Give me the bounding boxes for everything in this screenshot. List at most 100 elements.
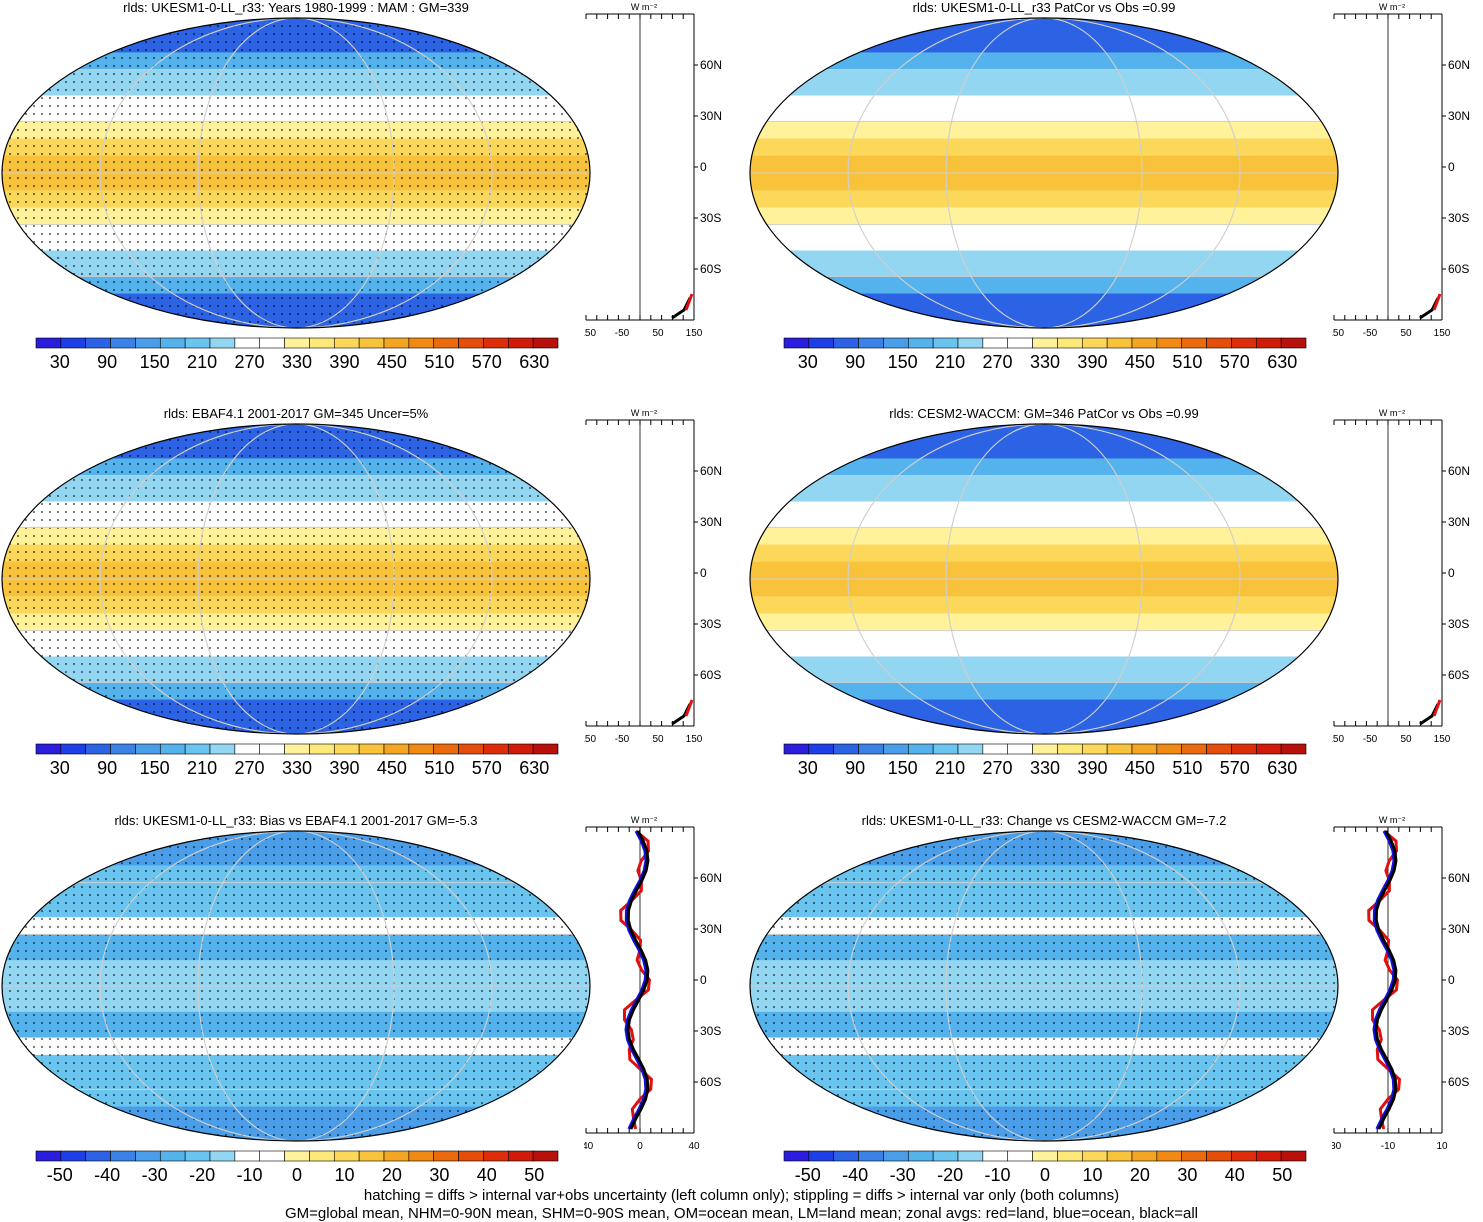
- lat-band: [750, 716, 1338, 727]
- colorbar-swatch: [858, 743, 884, 755]
- lat-band: [750, 579, 1338, 589]
- colorbar-swatch: [1231, 1150, 1257, 1162]
- colorbar-swatch: [1081, 337, 1108, 349]
- zonal-xtick-label: -40: [584, 1141, 594, 1152]
- colorbar-label: -20: [189, 1165, 216, 1185]
- zonal-xtick-label: -50: [1363, 734, 1378, 745]
- lat-band: [750, 690, 1338, 701]
- lat-band: [750, 86, 1338, 97]
- zonal-unit-label: W m⁻²: [631, 815, 657, 825]
- lat-band: [750, 458, 1338, 469]
- lat-label: 30S: [700, 617, 721, 631]
- lat-label: 0: [700, 566, 707, 580]
- colorbar-label: -20: [937, 1165, 964, 1185]
- lat-label: 60S: [700, 262, 721, 276]
- colorbar-swatch: [1206, 337, 1232, 349]
- colorbar-swatch: [483, 1150, 509, 1162]
- lat-band: [750, 35, 1338, 45]
- zonal-xtick-label: 50: [1400, 328, 1412, 339]
- colorbar-swatch: [808, 337, 835, 349]
- colorbar-swatch: [85, 337, 111, 349]
- colorbar-swatch: [358, 743, 385, 755]
- colorbar-swatch: [135, 1150, 161, 1162]
- lat-label: 60S: [1448, 1075, 1469, 1089]
- lat-band: [750, 310, 1338, 321]
- lat-label: 60N: [1448, 464, 1470, 478]
- colorbar-swatch: [234, 337, 261, 349]
- colorbar-label: 30: [797, 758, 818, 778]
- lat-label: 30S: [700, 211, 721, 225]
- colorbar-label: 570: [471, 352, 502, 372]
- footer-note-1: hatching = diffs > internal var+obs unce…: [363, 1187, 1120, 1204]
- graticule-lon: [99, 18, 493, 328]
- lat-label: 60S: [700, 668, 721, 682]
- colorbar-swatch: [1081, 1150, 1108, 1162]
- lat-band: [750, 173, 1338, 183]
- colorbar-swatch: [309, 337, 335, 349]
- colorbar-swatch: [458, 1150, 484, 1162]
- colorbar-swatch: [507, 743, 534, 755]
- panel-6: rlds: UKESM1-0-LL_r33: Change vs CESM2-W…: [748, 813, 1483, 1213]
- world-map: [1, 830, 591, 1142]
- colorbar-swatch: [833, 1150, 859, 1162]
- lat-band: [750, 224, 1338, 235]
- colorbar-label: 150: [139, 758, 170, 778]
- lat-band: [750, 484, 1338, 494]
- colorbar-label: 390: [1077, 758, 1108, 778]
- lat-band: [750, 475, 1338, 486]
- colorbar-swatch: [1106, 743, 1133, 755]
- colorbar-swatch: [35, 1150, 62, 1162]
- colorbar-swatch: [209, 1150, 236, 1162]
- panel-title: rlds: UKESM1-0-LL_r33: Years 1980-1999 :…: [123, 0, 469, 15]
- colorbar-swatch: [1255, 743, 1282, 755]
- lat-band: [750, 467, 1338, 477]
- colorbar-swatch: [408, 743, 435, 755]
- colorbar-label: 40: [476, 1165, 497, 1185]
- lat-band: [750, 259, 1338, 269]
- colorbar-swatch: [234, 743, 261, 755]
- lat-band: [750, 708, 1338, 718]
- colorbar-swatch: [883, 743, 909, 755]
- graticule-lon: [945, 424, 1143, 734]
- colorbar-swatch: [932, 1150, 959, 1162]
- lat-band: [750, 241, 1338, 252]
- colorbar-swatch: [1255, 337, 1282, 349]
- colorbar-label: 150: [887, 352, 918, 372]
- zonal-xtick-label: -50: [615, 328, 630, 339]
- colorbar-label: 450: [376, 758, 407, 778]
- colorbar-swatch: [433, 1150, 459, 1162]
- colorbar-label: 390: [329, 352, 360, 372]
- colorbar-label: 390: [1077, 352, 1108, 372]
- colorbar-label: 630: [1267, 758, 1298, 778]
- lat-band: [750, 95, 1338, 106]
- lat-band: [750, 78, 1338, 88]
- zonal-mean-plot: -30 -10 10 W m⁻² 60N 30N 0 30S 60S: [1332, 815, 1470, 1152]
- colorbar-label: 450: [1124, 352, 1155, 372]
- colorbar-swatch: [60, 337, 87, 349]
- colorbar-swatch: [110, 1150, 136, 1162]
- zonal-xtick-label: 150: [1434, 734, 1451, 745]
- colorbar-label: 30: [429, 1165, 450, 1185]
- lat-band: [750, 129, 1338, 140]
- colorbar-swatch: [808, 743, 835, 755]
- zonal-unit-label: W m⁻²: [1379, 2, 1405, 12]
- colorbar-swatch: [159, 743, 186, 755]
- colorbar-label: -40: [94, 1165, 121, 1185]
- zonal-line-land: [1432, 699, 1442, 717]
- colorbar-swatch: [60, 743, 87, 755]
- lat-label: 30S: [1448, 211, 1469, 225]
- colorbar-swatch: [458, 743, 484, 755]
- graticule-lon: [847, 424, 1241, 734]
- lat-band: [750, 319, 1338, 328]
- lat-band: [750, 52, 1338, 63]
- graticule-lon: [99, 831, 493, 1141]
- zonal-xtick-label: 40: [688, 1141, 700, 1152]
- panel-4: rlds: CESM2-WACCM: GM=346 PatCor vs Obs …: [748, 406, 1483, 806]
- colorbar-swatch: [957, 1150, 984, 1162]
- colorbar-swatch: [1280, 743, 1307, 755]
- colorbar-label: 270: [234, 352, 265, 372]
- colorbar: [783, 1150, 1307, 1162]
- lat-band: [750, 518, 1338, 529]
- colorbar-swatch: [907, 337, 934, 349]
- colorbar-label: -50: [794, 1165, 821, 1185]
